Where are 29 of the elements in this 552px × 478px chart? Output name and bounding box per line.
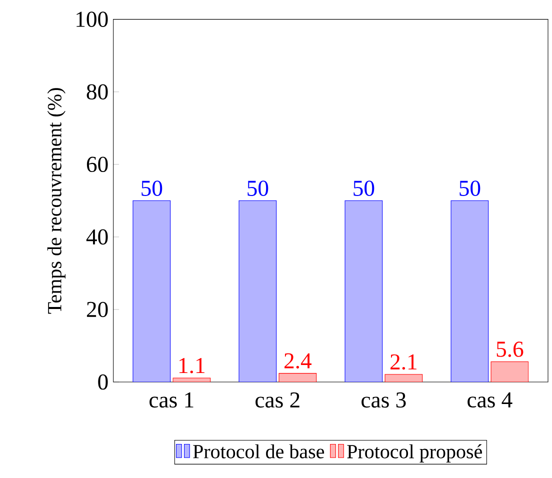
data-label: 2.1 bbox=[390, 354, 416, 370]
legend-label: Protocol proposé bbox=[347, 444, 482, 462]
x-tick-label: cas 1 bbox=[150, 392, 194, 408]
data-label: 1.1 bbox=[179, 358, 204, 374]
bar bbox=[278, 373, 317, 382]
data-label: 50 bbox=[248, 180, 268, 196]
bar bbox=[238, 200, 277, 382]
bar bbox=[450, 200, 489, 382]
y-tick-label: 80 bbox=[86, 84, 108, 100]
x-tick-label: cas 4 bbox=[468, 392, 512, 408]
data-label: 2.4 bbox=[284, 353, 312, 369]
bar bbox=[384, 374, 423, 382]
legend-label: Protocol de base bbox=[193, 444, 324, 458]
y-tick-label: 0 bbox=[98, 374, 108, 390]
y-tick-label: 40 bbox=[86, 229, 108, 245]
bar bbox=[344, 200, 383, 382]
data-label: 5.6 bbox=[496, 342, 524, 357]
data-label: 50 bbox=[460, 180, 480, 196]
y-tick-label: 20 bbox=[86, 302, 108, 318]
y-tick-label: 60 bbox=[86, 156, 108, 172]
y-tick-label: 100 bbox=[76, 12, 108, 27]
x-tick-label: cas 3 bbox=[362, 392, 406, 408]
bar bbox=[132, 200, 171, 382]
data-label: 50 bbox=[142, 180, 162, 196]
y-axis-title: Temps de recouvrement (%) bbox=[47, 88, 66, 314]
bar bbox=[490, 361, 529, 382]
data-label: 50 bbox=[354, 180, 374, 196]
bar bbox=[172, 378, 211, 382]
x-tick-label: cas 2 bbox=[256, 392, 300, 408]
